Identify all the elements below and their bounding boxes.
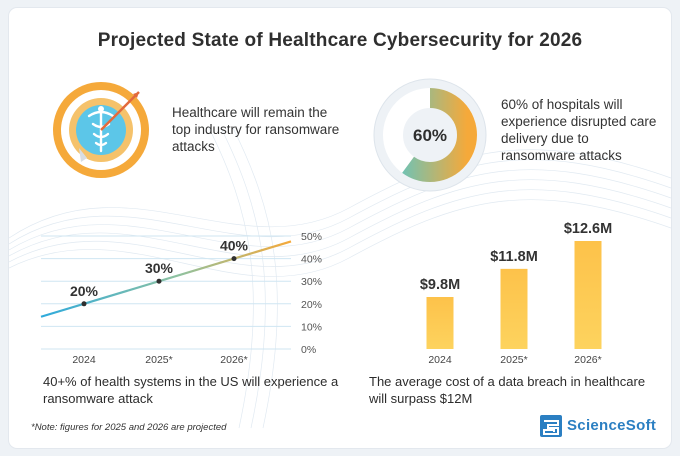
bar-chart-data-label: $9.8M: [420, 277, 460, 293]
fact-healthcare-ransomware: Healthcare will remain the top industry …: [172, 105, 340, 154]
bar-chart-data-label: $11.8M: [490, 249, 538, 265]
page-title: Projected State of Healthcare Cybersecur…: [97, 30, 583, 51]
line-chart-point: [81, 301, 87, 307]
line-chart-ytick-label: 20%: [301, 299, 322, 311]
line-chart-point: [156, 278, 162, 284]
bar-chart-xtick-label: 2025*: [500, 354, 527, 366]
line-chart-xtick-label: 2024: [72, 354, 96, 366]
line-chart-ytick-label: 10%: [301, 321, 322, 333]
bar-chart-bar: [574, 241, 602, 349]
bar-chart: $9.8M 2024 $11.8M 2025* $12.6M 2026*: [420, 221, 612, 366]
sciencesoft-logo-icon: [540, 415, 562, 437]
line-chart-ytick-label: 30%: [301, 276, 322, 288]
donut-value-arc: [383, 88, 477, 182]
line-chart-data-label: 30%: [145, 260, 174, 276]
line-chart-ytick-label: 50%: [301, 231, 322, 243]
bar-chart-xtick-label: 2024: [428, 354, 452, 366]
donut-label: 60%: [413, 126, 447, 145]
line-chart-ytick-label: 0%: [301, 344, 316, 356]
line-chart-series-line: [40, 240, 292, 318]
line-chart-ytick-label: 40%: [301, 254, 322, 266]
line-chart-caption: 40+% of health systems in the US will ex…: [43, 374, 339, 406]
footnote: *Note: figures for 2025 and 2026 are pro…: [31, 422, 227, 433]
fact-hospitals-disrupted: 60% of hospitals will experience disrupt…: [501, 97, 657, 163]
line-chart-point: [231, 256, 237, 262]
donut-chart: 60%: [373, 78, 487, 192]
sciencesoft-logo: ScienceSoft: [539, 413, 664, 439]
bar-chart-data-label: $12.6M: [564, 221, 612, 237]
line-chart-data-label: 20%: [70, 283, 99, 299]
line-chart-data-label: 40%: [220, 238, 249, 254]
bar-chart-bar: [500, 268, 528, 349]
line-chart-xtick-label: 2026*: [220, 354, 247, 366]
bar-chart-bar: [426, 297, 454, 349]
caduceus-target-icon: [53, 82, 149, 178]
line-chart-xtick-label: 2025*: [145, 354, 172, 366]
background-waves: [9, 127, 671, 429]
infographic-card: Projected State of Healthcare Cybersecur…: [9, 8, 671, 448]
bar-chart-caption: The average cost of a data breach in hea…: [369, 374, 646, 406]
bar-chart-xtick-label: 2026*: [574, 354, 601, 366]
logo-text: ScienceSoft: [567, 417, 657, 434]
line-chart: 0% 10% 20% 30% 40% 50% 20% 2024 30% 2025* 40% 2026*: [40, 231, 322, 366]
